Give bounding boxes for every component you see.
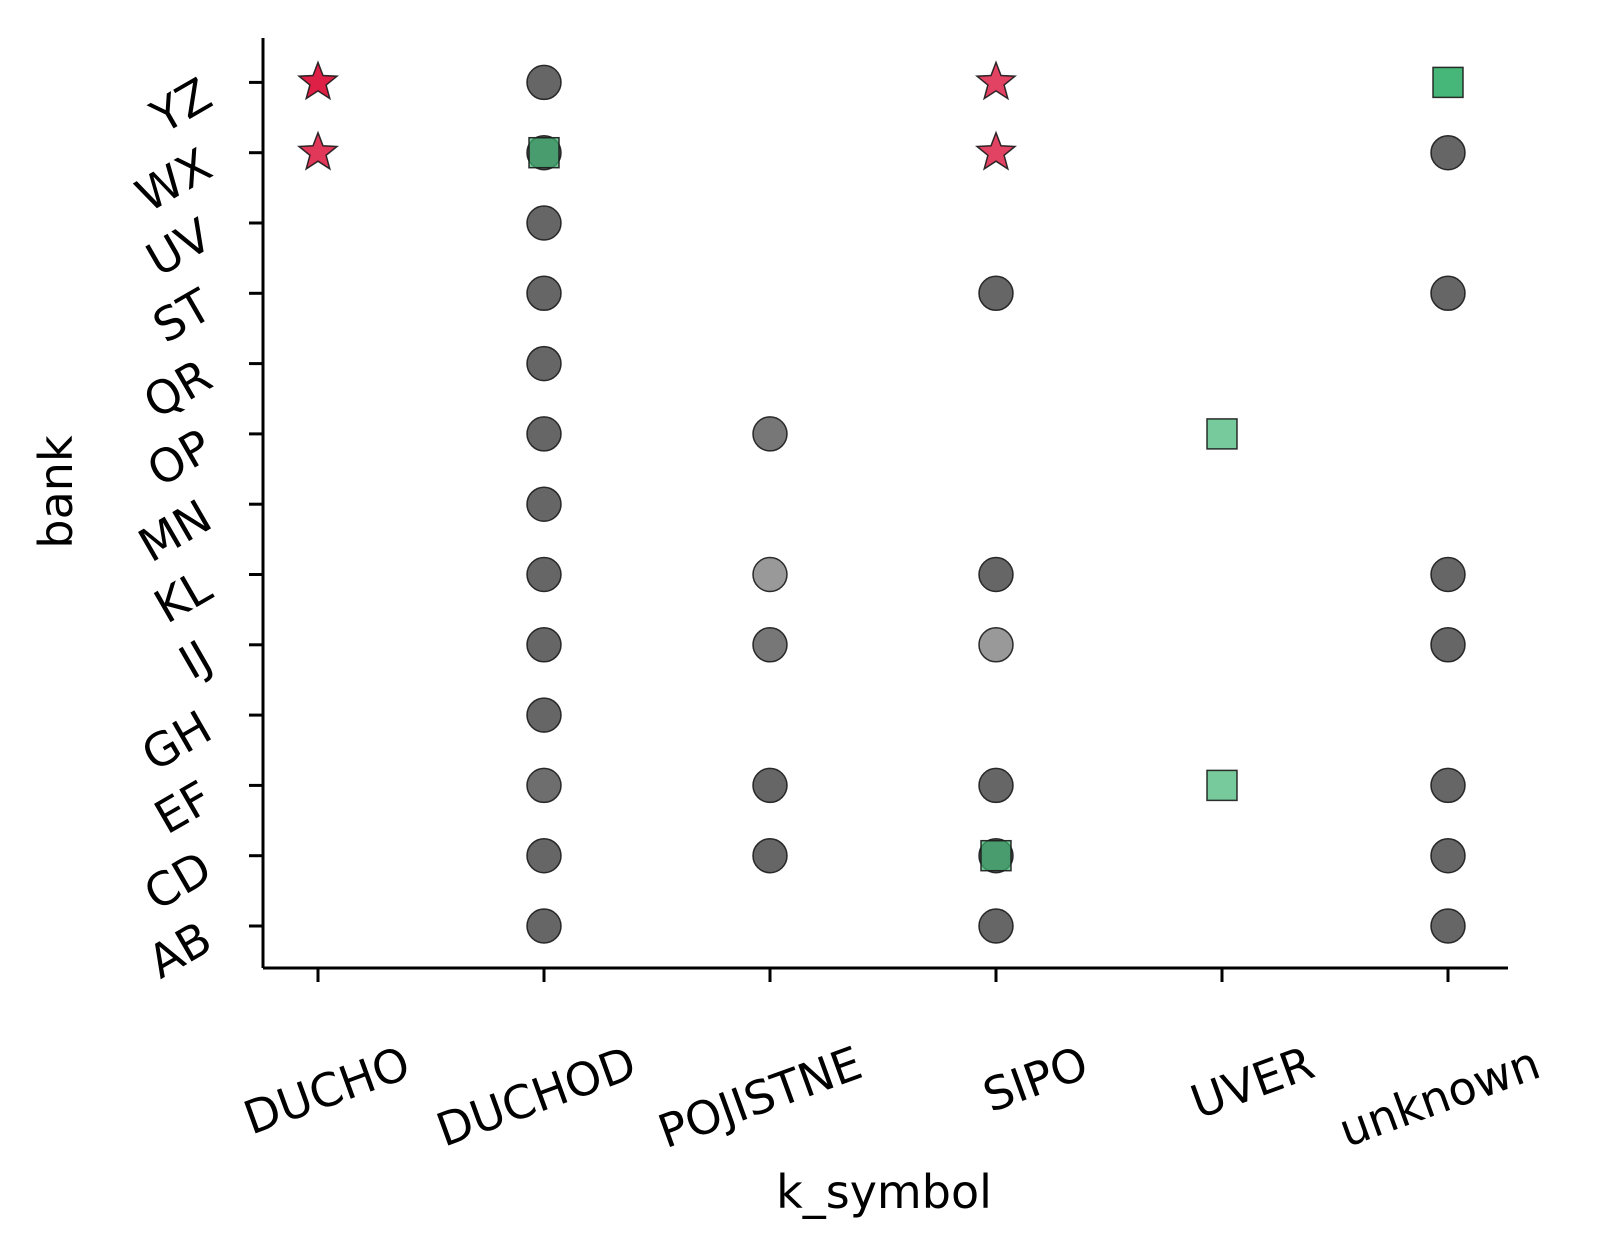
scatter-point-star [974,130,1018,171]
scatter-point-circle [978,556,1014,593]
x-tick-label: POJISTNE [651,1036,869,1159]
scatter-point-circle [526,205,562,241]
y-tick-label: EF [145,770,220,845]
ticks-layer: DUCHO DUCHOD POJISTNE SIPO UVER unknown ABCDEF… [127,67,1547,1159]
scatter-point-circle [526,416,562,452]
scatter-point-circle [978,767,1014,804]
scatter-point-circle [526,767,562,804]
points-layer [296,60,1466,944]
y-tick-label: AB [139,911,221,989]
x-tick-label: DUCHOD [429,1036,642,1158]
scatter-point-circle [752,627,788,663]
scatter-point-circle [1430,556,1466,593]
scatter-point-circle [1430,837,1466,874]
scatter-point-circle [526,486,562,522]
y-tick-label: CD [135,840,220,921]
scatter-point-square [980,839,1012,872]
scatter-point-square [1206,769,1238,802]
scatter-point-star [296,60,340,101]
scatter-point-circle [978,908,1014,944]
y-tick-label: UV [137,207,221,287]
scatter-point-circle [1430,767,1466,804]
x-tick-label: unknown [1332,1036,1547,1158]
scatter-point-circle [752,837,788,874]
y-tick-label: MN [129,489,220,573]
scatter-point-circle [1430,627,1466,663]
scatter-point-circle [526,837,562,874]
scatter-point-circle [1430,908,1466,944]
y-tick-label: ST [144,278,221,354]
scatter-point-circle [978,275,1014,312]
x-axis-label: k_symbol [776,1165,992,1219]
scatter-point-circle [526,556,562,593]
y-tick-label: OP [138,419,220,498]
scatter-point-circle [752,416,788,452]
x-tick-label: UVER [1184,1036,1321,1130]
y-tick-label: QR [134,348,220,429]
x-tick-label: DUCHO [237,1036,417,1146]
scatter-point-star [296,130,340,171]
y-axis-label: bank [29,435,83,549]
y-tick-label: GH [133,700,221,782]
scatter-point-circle [978,627,1014,663]
scatter-point-square [1432,66,1464,99]
scatter-point-circle [526,345,562,382]
scatter-point-circle [1430,134,1466,171]
y-tick-label: IJ [170,630,221,690]
scatter-point-circle [526,275,562,312]
scatter-point-circle [526,697,562,733]
scatter-point-star [974,60,1018,101]
axes-layer [261,38,1508,970]
scatter-point-circle [526,627,562,663]
scatter-point-square [528,136,560,169]
scatter-point-circle [526,64,562,101]
y-tick-label: WX [127,137,221,222]
x-tick-label: SIPO [976,1036,1095,1123]
scatter-point-circle [526,908,562,944]
y-tick-label: YZ [141,67,221,144]
scatter-point-square [1206,418,1238,450]
scatter-point-circle [752,767,788,804]
scatter-point-circle [752,556,788,593]
scatter-point-circle [1430,275,1466,312]
